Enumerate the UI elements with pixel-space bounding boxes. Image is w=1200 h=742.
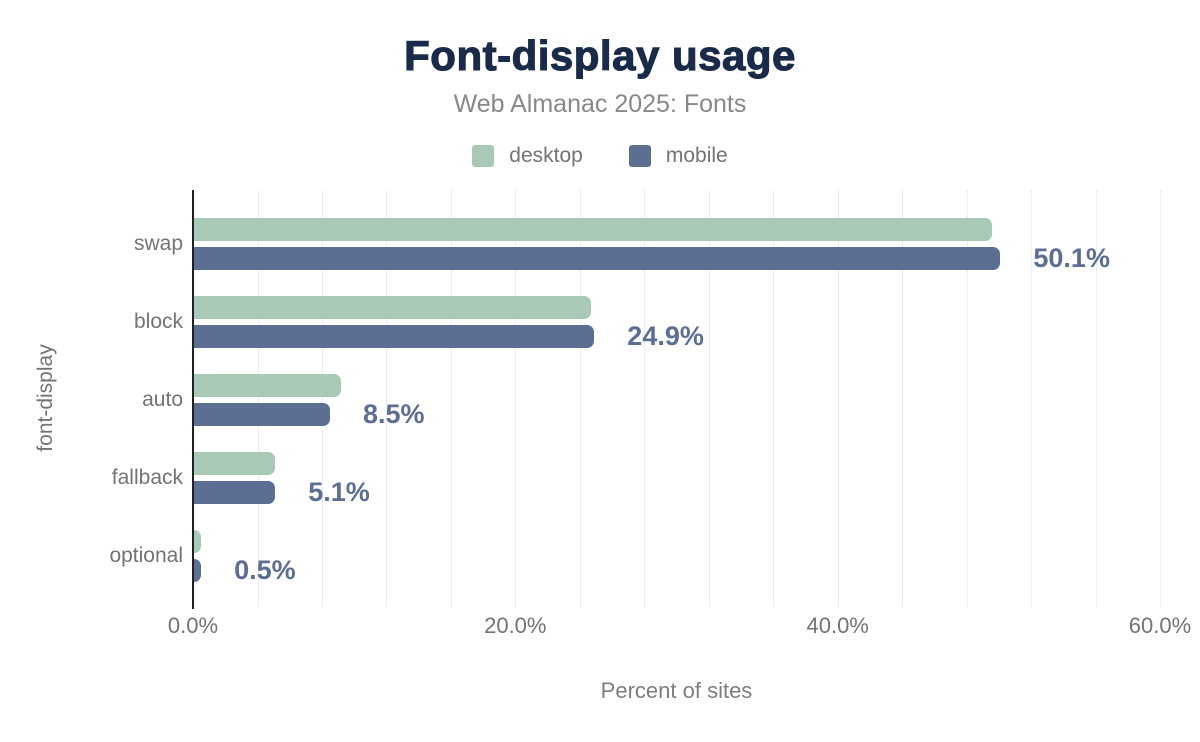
y-tick-label-optional: optional [109,543,183,567]
gridline [386,190,388,607]
gridline [1095,190,1097,607]
gridline [902,190,904,607]
gridline [321,190,323,607]
bar-desktop-optional [193,529,202,553]
legend-swatch-desktop [472,145,495,167]
gridline [773,190,775,607]
legend-item-desktop: desktop [472,144,583,168]
gridline [966,190,968,607]
legend-label-mobile: mobile [665,144,728,167]
gridline [257,190,259,607]
bar-mobile-block [193,324,595,348]
value-label-block: 24.9% [627,320,704,351]
value-label-auto: 8.5% [363,398,425,429]
gridline [450,190,452,607]
gridline [515,190,517,607]
x-tick-label-20.0%: 20.0% [484,613,547,638]
bar-mobile-auto [193,402,330,426]
bar-desktop-swap [193,217,993,241]
legend-item-mobile: mobile [628,144,728,168]
gridline [1160,190,1161,607]
plot-area: 50.1% 24.9% 8.5% 5.1% 0.5% [193,190,1161,607]
chart-subtitle: Web Almanac 2025: Fonts [453,90,747,118]
x-tick-label-60.0%: 60.0% [1128,613,1192,638]
bar-mobile-optional [193,558,202,582]
bar-desktop-fallback [193,451,276,475]
gridline [579,190,581,607]
gridline [708,190,710,607]
bar-mobile-fallback [193,480,276,504]
bar-mobile-swap [193,246,1001,270]
legend: desktop mobile [0,144,1200,168]
y-tick-label-swap: swap [133,231,183,255]
value-label-optional: 0.5% [234,554,296,585]
chart-title: Font-display usage [404,31,796,79]
value-label-swap: 50.1% [1033,242,1110,273]
legend-label-desktop: desktop [509,144,583,167]
gridline [837,190,839,607]
x-tick-label-40.0%: 40.0% [806,613,869,638]
y-tick-label-block: block [133,309,183,333]
gridline [1031,190,1033,607]
gridline [644,190,646,607]
y-axis-line [192,190,194,609]
legend-swatch-mobile [628,145,651,167]
bar-desktop-block [193,295,592,319]
x-tick-label-0.0%: 0.0% [167,613,219,638]
y-tick-label-fallback: fallback [111,465,183,489]
x-axis-title: Percent of sites [600,678,753,703]
y-tick-label-auto: auto [142,387,183,411]
value-label-fallback: 5.1% [308,476,370,507]
bar-desktop-auto [193,373,342,397]
